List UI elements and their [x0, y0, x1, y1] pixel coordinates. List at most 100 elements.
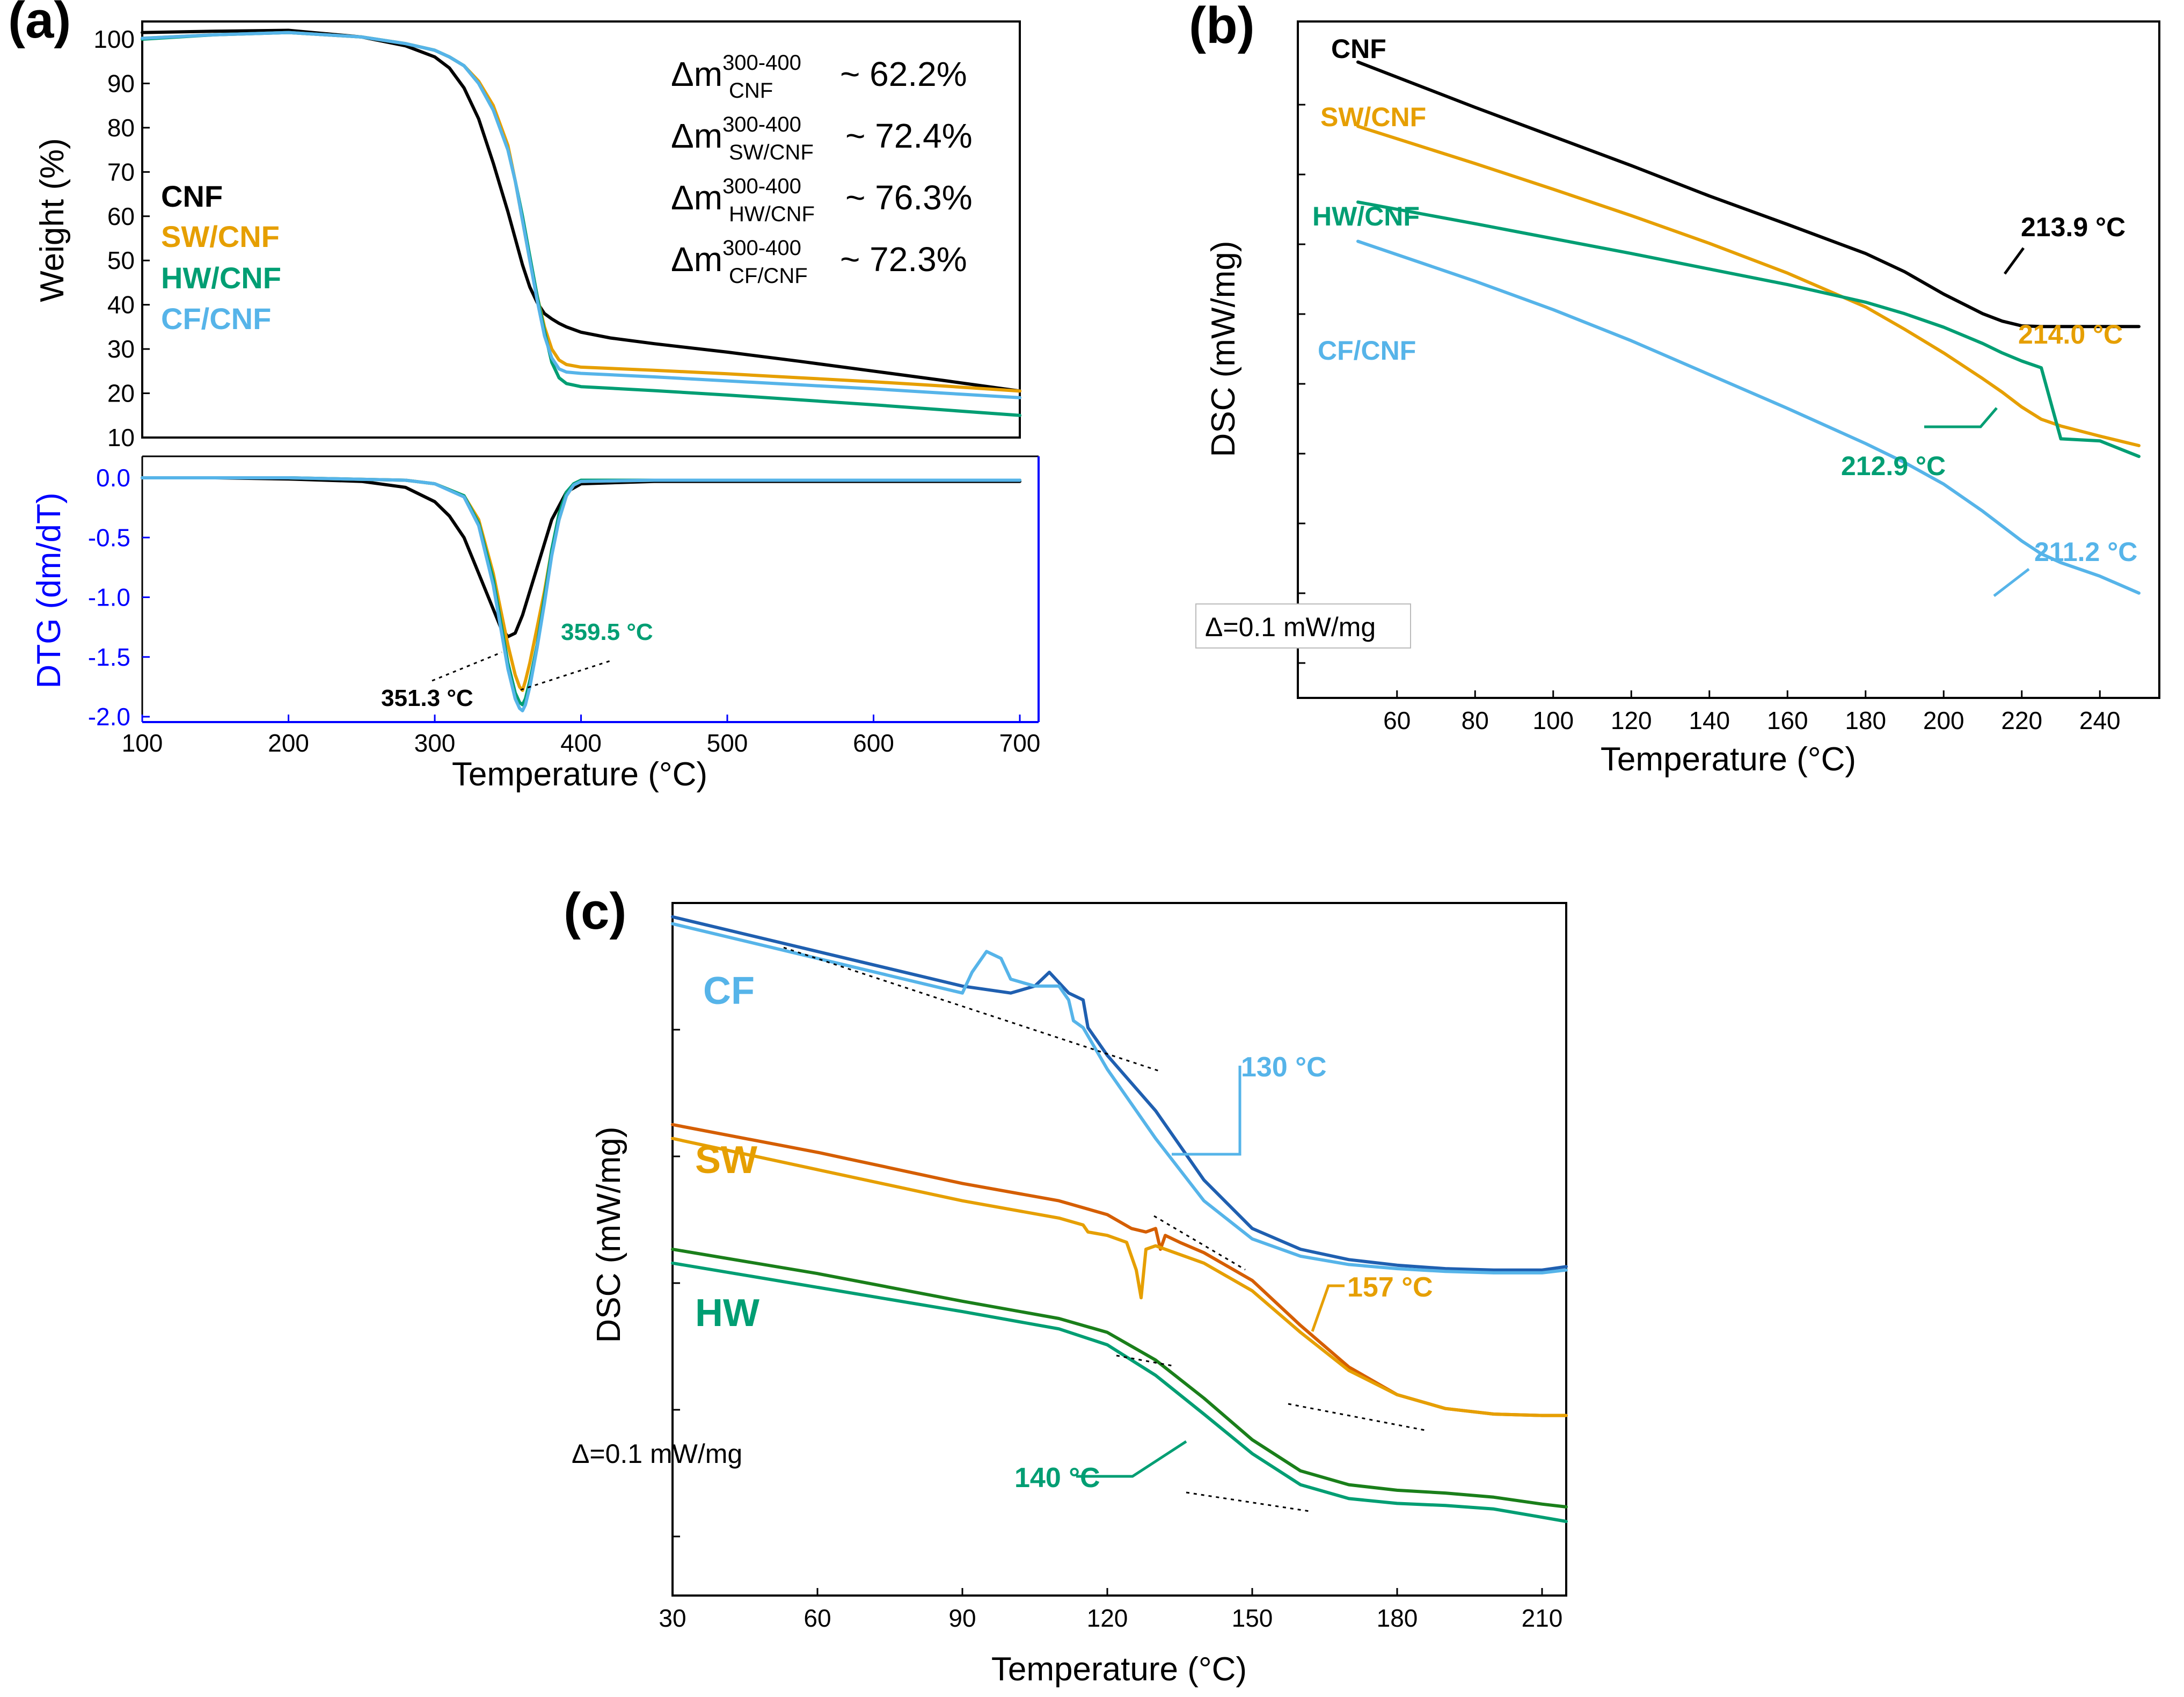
- dtg-ytick-2-0: -2.0: [88, 703, 130, 731]
- tga-ytick-30: 30: [107, 335, 135, 363]
- c-series-cf-1: [671, 915, 1568, 1272]
- c-xtick-180: 180: [1377, 1604, 1418, 1632]
- dtg-series-sw-cnf: [141, 476, 1021, 692]
- tga-y-axis: 100 90 80 70 60 50 40 30 20 10: [93, 25, 150, 451]
- b-tg-leader-cnf: [2003, 247, 2025, 275]
- c-tg-sw: 157 °C: [1347, 1272, 1433, 1303]
- b-series-hw-cnf: [1356, 200, 2141, 458]
- tga-ytick-90: 90: [107, 69, 135, 97]
- dtg-peak-label-cnf: 351.3 °C: [381, 685, 473, 711]
- c-tangent-sw-1: [1153, 1215, 1246, 1271]
- dtg-peak-label-hw: 359.5 °C: [561, 619, 653, 645]
- tga-series-cnf: [141, 28, 1021, 393]
- b-y-axis: [1298, 104, 1305, 664]
- c-xtick-60: 60: [804, 1604, 831, 1632]
- b-xtick-100: 100: [1532, 707, 1574, 734]
- b-label-sw-cnf: SW/CNF: [1320, 102, 1426, 132]
- tga-ytick-50: 50: [107, 246, 135, 274]
- dtg-y-axis: 0.0 -0.5 -1.0 -1.5 -2.0: [88, 464, 150, 731]
- c-tangent-sw-2: [1288, 1403, 1428, 1432]
- b-tg-cf-cnf: 211.2 °C: [2034, 537, 2137, 567]
- legend-cf-cnf: CF/CNF: [161, 302, 271, 336]
- b-xtick-180: 180: [1845, 707, 1886, 734]
- tga-ytick-10: 10: [107, 424, 135, 451]
- dtg-ytick-1-5: -1.5: [88, 643, 130, 671]
- dtg-xtick-600: 600: [853, 729, 894, 757]
- b-scale-label: Δ=0.1 mW/mg: [1205, 612, 1376, 642]
- tga-y-axis-label: Weight (%): [34, 138, 71, 302]
- b-series-sw-cnf: [1356, 125, 2141, 447]
- c-group-hw: HW: [695, 1292, 759, 1335]
- b-xtick-140: 140: [1689, 707, 1730, 734]
- dtg-xtick-100: 100: [122, 729, 163, 757]
- panel-a-label: (a): [8, 0, 71, 49]
- b-label-hw-cnf: HW/CNF: [1312, 201, 1420, 231]
- c-xtick-30: 30: [659, 1604, 686, 1632]
- c-series-cf-2: [671, 922, 1568, 1274]
- c-tangent-hw-2: [1186, 1491, 1310, 1512]
- dtg-xtick-500: 500: [707, 729, 748, 757]
- b-tg-sw-cnf: 214.0 °C: [2018, 319, 2123, 349]
- dtg-xtick-400: 400: [560, 729, 602, 757]
- mass-loss-annotations: Δm300-400 CNF ~ 62.2% Δm300-400 SW/CNF ~ 72.…: [671, 51, 973, 288]
- b-scale-box: [1195, 603, 1411, 649]
- mass-loss-cnf: Δm300-400 CNF ~ 62.2%: [671, 51, 967, 103]
- c-series-sw-2: [671, 1137, 1568, 1417]
- b-x-axis: 60 80 100 120 140 160 180 200 220 240: [1383, 690, 2121, 734]
- tga-plot-frame: [141, 20, 1021, 439]
- c-tg-leader-cf: [1172, 1066, 1241, 1156]
- mass-loss-cf-cnf: Δm300-400 CF/CNF ~ 72.3%: [671, 236, 967, 288]
- c-xtick-150: 150: [1232, 1604, 1273, 1632]
- c-tangent-hw-1: [1116, 1354, 1176, 1367]
- c-group-sw: SW: [695, 1139, 757, 1182]
- mass-loss-sw-cnf: Δm300-400 SW/CNF ~ 72.4%: [671, 113, 973, 164]
- dtg-x-axis: 100 200 300 400 500 600 700: [122, 715, 1040, 757]
- c-xtick-210: 210: [1522, 1604, 1563, 1632]
- b-tg-cnf: 213.9 °C: [2021, 212, 2125, 242]
- a-x-axis-label: Temperature (°C): [452, 756, 707, 793]
- dtg-peak-leader-cnf: [432, 651, 502, 682]
- tga-ytick-40: 40: [107, 291, 135, 319]
- b-tg-hw-cnf: 212.9 °C: [1841, 451, 1946, 481]
- b-xtick-160: 160: [1767, 707, 1808, 734]
- dtg-series-cnf: [141, 476, 1021, 638]
- b-label-cf-cnf: CF/CNF: [1318, 336, 1416, 366]
- b-x-axis-label: Temperature (°C): [1601, 741, 1856, 778]
- dtg-y-axis-label: DTG (dm/dT): [31, 492, 68, 688]
- dtg-xtick-200: 200: [268, 729, 309, 757]
- b-series-cf-cnf: [1356, 239, 2141, 595]
- b-y-axis-label: DSC (mW/mg): [1205, 241, 1242, 457]
- c-xtick-120: 120: [1087, 1604, 1128, 1632]
- dtg-series-cf-cnf: [141, 476, 1021, 712]
- b-tg-leader-cf: [1993, 568, 2030, 597]
- tga-ytick-100: 100: [93, 25, 135, 53]
- dtg-ytick-0-0: 0.0: [96, 464, 130, 492]
- dtg-ytick-0-5: -0.5: [88, 523, 130, 551]
- mass-loss-hw-cnf: Δm300-400 HW/CNF ~ 76.3%: [671, 174, 973, 226]
- c-tg-hw: 140 °C: [1014, 1462, 1100, 1494]
- tga-ytick-70: 70: [107, 158, 135, 186]
- tga-series-group: [141, 28, 1021, 417]
- tga-series-cf-cnf: [141, 31, 1021, 399]
- c-xtick-90: 90: [948, 1604, 976, 1632]
- tga-ytick-60: 60: [107, 202, 135, 230]
- tga-ytick-80: 80: [107, 114, 135, 142]
- dtg-series-hw-cnf: [141, 476, 1021, 707]
- c-tg-leader-hw: [1076, 1440, 1187, 1478]
- c-scale-label: Δ=0.1 mW/mg: [572, 1439, 742, 1469]
- b-tg-leader-hw: [1924, 407, 1998, 428]
- dtg-ytick-1-0: -1.0: [88, 584, 130, 611]
- c-series-hw-2: [671, 1261, 1568, 1523]
- b-xtick-220: 220: [2001, 707, 2042, 734]
- tga-ytick-20: 20: [107, 380, 135, 407]
- b-xtick-120: 120: [1611, 707, 1652, 734]
- dtg-xtick-300: 300: [414, 729, 456, 757]
- b-plot-frame: [1297, 20, 2160, 699]
- b-series-group: [1356, 60, 2141, 595]
- panel-b-label: (b): [1189, 0, 1255, 54]
- b-xtick-240: 240: [2079, 707, 2121, 734]
- tga-legend: CNF SW/CNF HW/CNF CF/CNF: [161, 179, 281, 336]
- c-series-hw-1: [671, 1248, 1568, 1509]
- legend-hw-cnf: HW/CNF: [161, 261, 281, 295]
- b-xtick-200: 200: [1923, 707, 1964, 734]
